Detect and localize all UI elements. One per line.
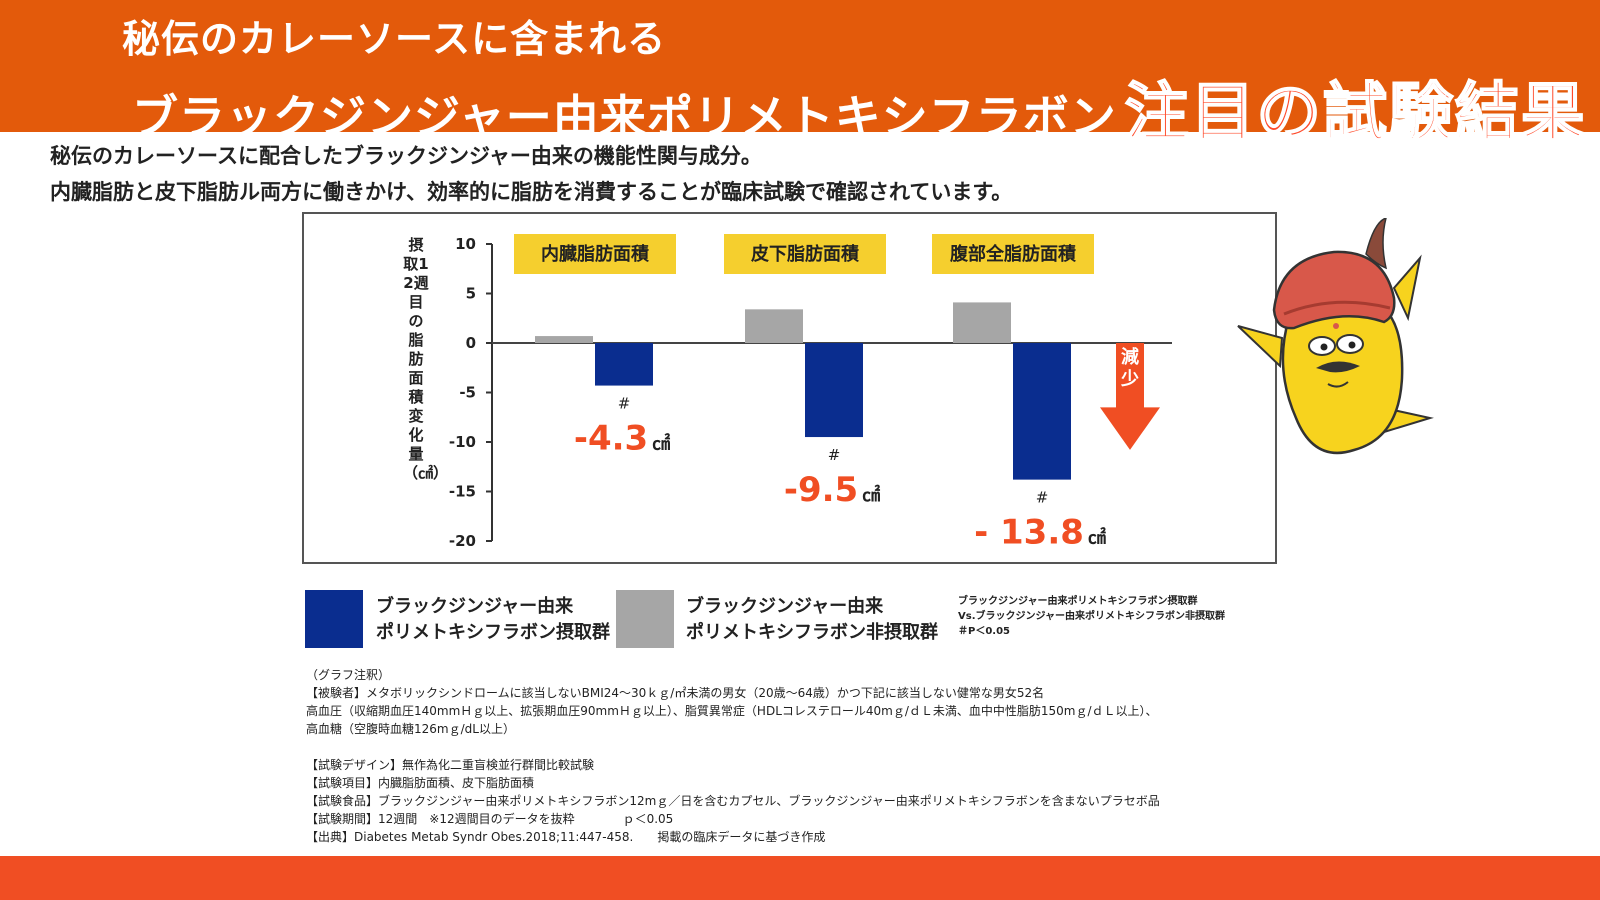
y-tick-label: 10 [455, 235, 476, 253]
note-line: 【試験食品】ブラックジンジャー由来ポリメトキシフラボン12mｇ／日を含むカプセル… [306, 794, 1160, 808]
y-tick-label: -15 [449, 483, 476, 501]
category-label: 腹部全脂肪面積 [950, 243, 1077, 265]
category-label: 皮下脂肪面積 [751, 243, 860, 265]
header-banner: 秘伝のカレーソースに含まれる ブラックジンジャー由来ポリメトキシフラボン 注目の試… [0, 0, 1600, 152]
intro-text-2: 内臓脂肪と皮下脂肪ル両方に働きかけ、効率的に脂肪を消費することが臨床試験で確認さ… [50, 180, 1013, 204]
bar-chart: 10 5 0 -5 -10 -15 -20 内臓脂肪面積 # -4.3 ㎠ 皮下脂肪面積 # -9.5 ㎠ 腹… [449, 234, 1172, 553]
note-line [306, 738, 1160, 756]
note-line: 【被験者】メタボリックシンドロームに該当しないBMI24～30ｋｇ/㎡未満の男女… [306, 686, 1045, 700]
legend-control-line2: ポリメトキシフラボン非摂取群 [686, 622, 938, 643]
legend-label-control: ブラックジンジャー由来 ポリメトキシフラボン非摂取群 [686, 594, 938, 646]
y-tick-label: 0 [466, 334, 476, 352]
note-line: （グラフ注釈） [306, 668, 391, 682]
category-label-box [724, 234, 886, 274]
legend-note: ブラックジンジャー由来ポリメトキシフラボン摂取群 Vs.ブラックジンジャー由来ポ… [958, 594, 1225, 639]
header-title-line2: ブラックジンジャー由来ポリメトキシフラボン 注目の試験結果 [132, 60, 1587, 152]
y-axis-label: 摂取12週目の脂肪面積変化量（㎠） [403, 236, 449, 482]
mascot-illustration [1237, 218, 1434, 455]
legend-note-line1: ブラックジンジャー由来ポリメトキシフラボン摂取群 [958, 596, 1198, 607]
header-title-line1: 秘伝のカレーソースに含まれる [122, 17, 667, 61]
decrease-arrow [1100, 343, 1160, 450]
legend-label-treated: ブラックジンジャー由来 ポリメトキシフラボン摂取群 [376, 594, 610, 646]
chart-frame: 10 5 0 -5 -10 -15 -20 内臓脂肪面積 # -4.3 ㎠ 皮下脂肪面積 # -9.5 ㎠ 腹… [302, 212, 1277, 564]
footer-bar [0, 856, 1600, 900]
legend-treated-line2: ポリメトキシフラボン摂取群 [376, 622, 610, 643]
legend-swatch-treated [305, 590, 363, 648]
y-tick-label: -10 [449, 433, 476, 451]
category-label: 内臓脂肪面積 [541, 243, 650, 265]
note-line: 【出典】Diabetes Metab Syndr Obes.2018;11:44… [306, 830, 826, 844]
bar-control [535, 336, 593, 343]
category-label-box [514, 234, 676, 274]
significance-mark: # [618, 395, 631, 413]
header-title-main: ブラックジンジャー由来ポリメトキシフラボン [132, 90, 1117, 144]
bar-treated [805, 343, 863, 438]
legend-note-line2: Vs.ブラックジンジャー由来ポリメトキシフラボン非摂取群 [958, 611, 1225, 622]
category-label-box [932, 234, 1094, 274]
legend-swatch-control [616, 590, 674, 648]
bar-treated [1013, 343, 1071, 480]
value-label: -9.5 ㎠ [784, 470, 880, 510]
legend-treated-line1: ブラックジンジャー由来 [376, 596, 574, 617]
arrow-label-char: 少 [1120, 369, 1139, 390]
note-line: 高血圧（収縮期血圧140mmＨｇ以上、拡張期血圧90mmＨｇ以上）、脂質異常症（… [306, 704, 1158, 718]
significance-mark: # [828, 446, 841, 464]
legend-note-line3: ＃P＜0.05 [958, 626, 1011, 637]
y-tick-label: -20 [449, 532, 476, 550]
value-label: -4.3 ㎠ [574, 419, 670, 459]
y-tick-label: -5 [459, 384, 476, 402]
bar-control [953, 302, 1011, 343]
y-tick-label: 5 [466, 285, 476, 303]
note-line: 【試験期間】12週間 ※12週間目のデータを抜粋 ｐ＜0.05 [306, 812, 674, 826]
study-notes: （グラフ注釈） 【被験者】メタボリックシンドロームに該当しないBMI24～30ｋｇ… [306, 666, 1160, 846]
bar-control [745, 309, 803, 343]
note-line: 高血糖（空腹時血糖126mｇ/dL以上） [306, 722, 515, 736]
value-label: - 13.8 ㎠ [974, 513, 1106, 553]
bar-treated [595, 343, 653, 386]
intro-text-1: 秘伝のカレーソースに配合したブラックジンジャー由来の機能性関与成分。 [50, 144, 762, 168]
significance-mark: # [1036, 489, 1049, 507]
legend-control-line1: ブラックジンジャー由来 [686, 596, 884, 617]
note-line: 【試験デザイン】無作為化二重盲検並行群間比較試験 [306, 758, 595, 772]
note-line: 【試験項目】内臓脂肪面積、皮下脂肪面積 [306, 776, 535, 790]
arrow-label-char: 減 [1121, 346, 1139, 368]
header-highlight: 注目の試験結果 [1124, 76, 1587, 152]
